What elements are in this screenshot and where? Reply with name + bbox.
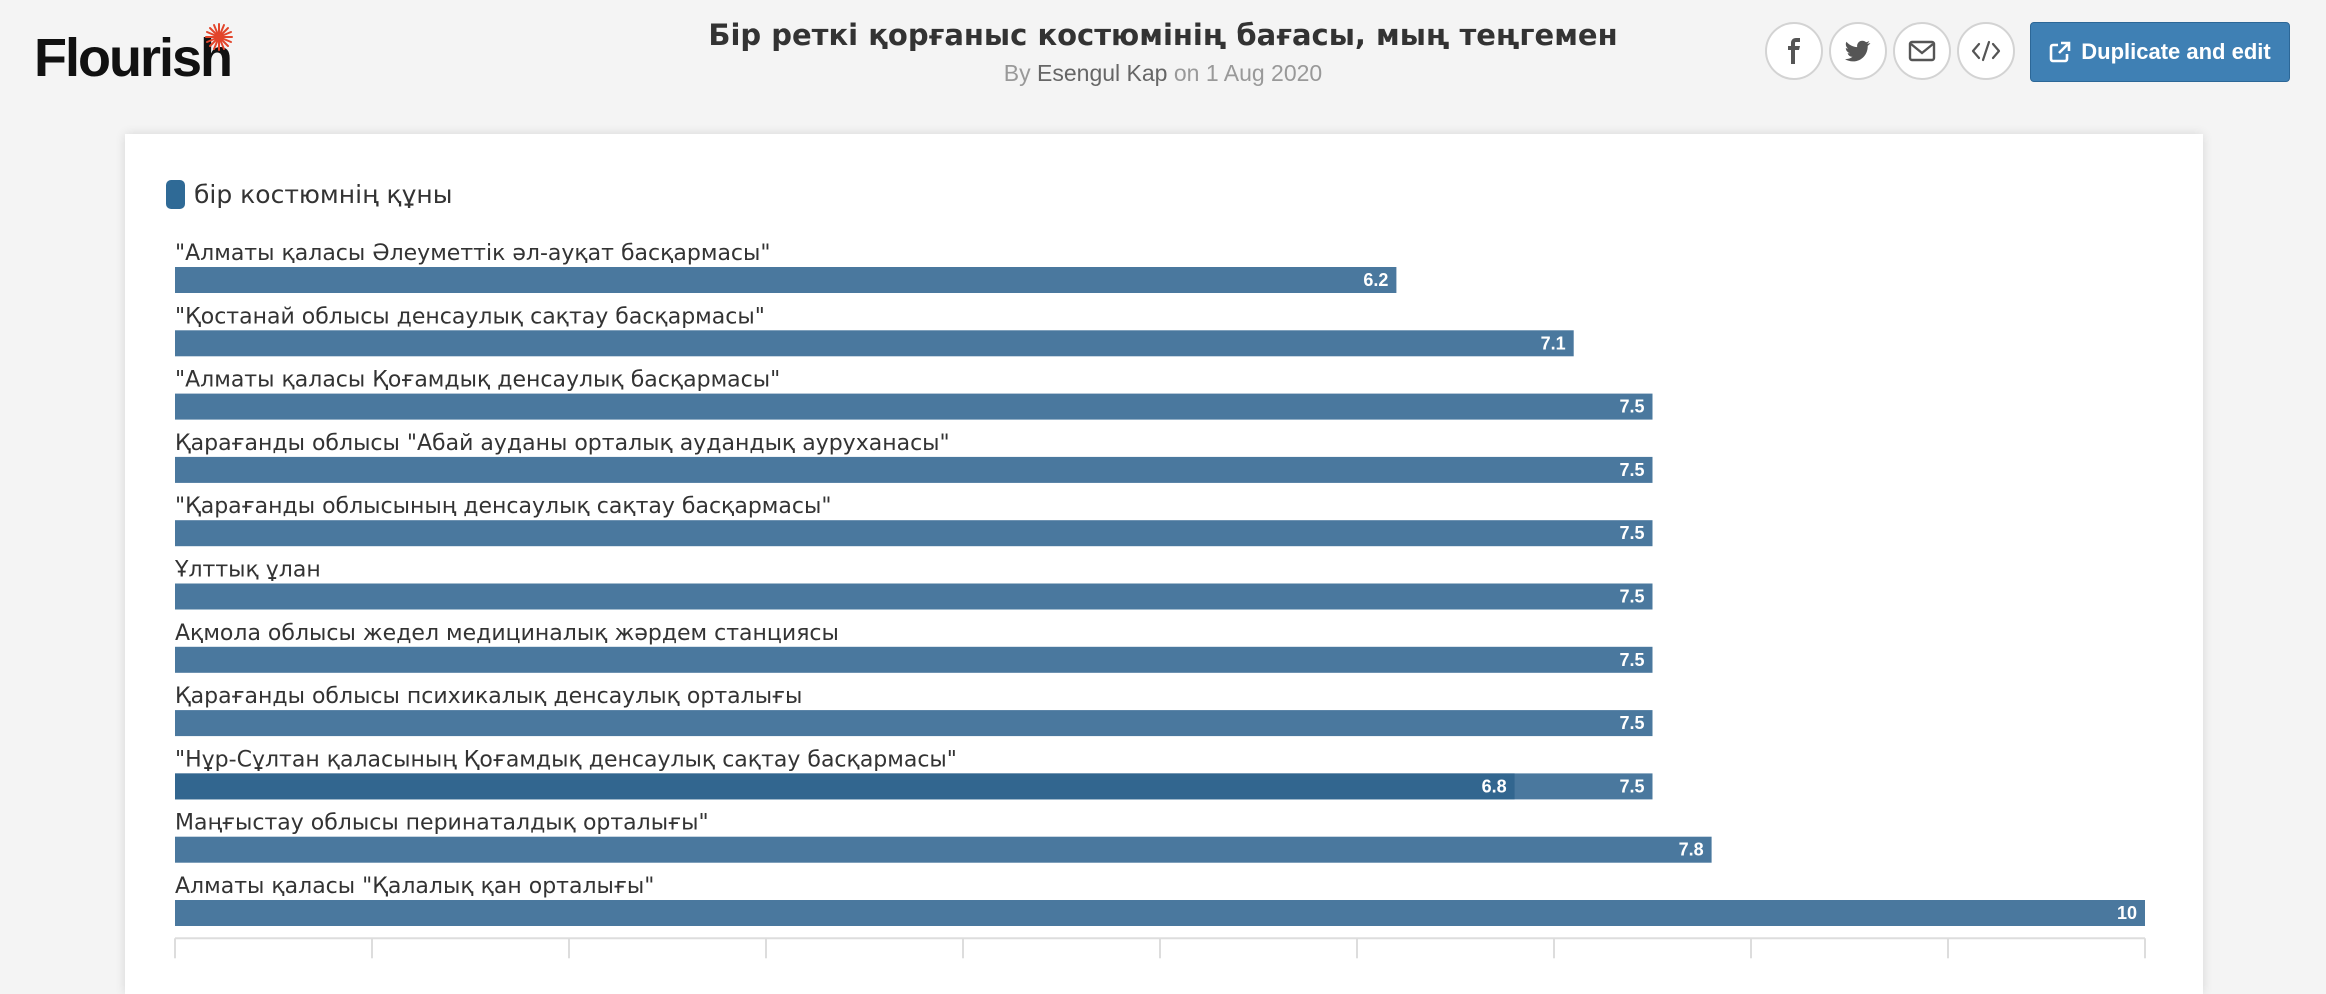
bar — [175, 520, 1653, 547]
byline-date: on 1 Aug 2020 — [1173, 60, 1323, 86]
logo-text: Flourish — [34, 28, 233, 88]
category-label: Ұлттық ұлан — [174, 558, 321, 583]
highlight-value-label: 6.8 — [1482, 776, 1507, 796]
category-label: Ақмола облысы жедел медициналық жәрдем с… — [175, 621, 839, 646]
bar-value-label: 7.5 — [1619, 776, 1644, 796]
category-label: "Қостанай облысы денсаулық сақтау басқар… — [175, 304, 765, 329]
external-link-icon — [2049, 41, 2071, 63]
title-block: Бір реткі қорғаныс костюмінің бағасы, мы… — [0, 18, 2326, 87]
category-label: "Алматы қаласы Әлеуметтік әл-ауқат басқа… — [175, 241, 771, 266]
page-title: Бір реткі қорғаныс костюмінің бағасы, мы… — [708, 18, 1618, 52]
category-label: Қарағанды облысы психикалық денсаулық ор… — [175, 684, 802, 709]
byline: By Esengul Kap on 1 Aug 2020 — [0, 60, 2326, 87]
bar — [175, 646, 1653, 673]
facebook-icon — [1788, 38, 1800, 64]
bar-value-label: 7.5 — [1619, 587, 1644, 607]
bar-value-label: 7.5 — [1619, 523, 1644, 543]
bar — [175, 836, 1712, 863]
bar — [175, 583, 1653, 610]
bar-value-label: 7.5 — [1619, 650, 1644, 670]
bar-chart: "Алматы қаласы Әлеуметтік әл-ауқат басқа… — [174, 241, 2146, 959]
bar — [175, 393, 1653, 420]
share-twitter-button[interactable] — [1829, 22, 1887, 80]
legend[interactable]: бір костюмнің құны — [166, 180, 453, 209]
bar — [175, 330, 1574, 357]
bar-value-label: 7.1 — [1541, 333, 1566, 353]
share-email-button[interactable] — [1893, 22, 1951, 80]
bar-value-label: 7.8 — [1679, 840, 1704, 860]
embed-icon — [1971, 40, 2001, 62]
bar — [175, 456, 1653, 483]
author-link[interactable]: Esengul Kap — [1037, 60, 1168, 86]
bar-highlight — [175, 773, 1515, 800]
logo-star-icon — [205, 23, 233, 51]
bar — [175, 267, 1397, 293]
bar — [175, 710, 1653, 737]
embed-button[interactable] — [1957, 22, 2015, 80]
flourish-logo[interactable]: Flourish — [34, 23, 233, 88]
twitter-icon — [1845, 40, 1871, 62]
legend-swatch — [166, 180, 185, 209]
category-label: Алматы қаласы "Қалалық қан орталығы" — [175, 874, 654, 899]
bar-value-label: 10 — [2117, 903, 2137, 923]
bar — [175, 900, 2145, 926]
duplicate-label: Duplicate and edit — [2081, 39, 2271, 64]
bar-value-label: 7.5 — [1619, 713, 1644, 733]
header: Flourish Бір реткі қорғаныс костюмінің б… — [0, 0, 2326, 110]
email-icon — [1908, 40, 1936, 62]
category-label: Маңғыстау облысы перинаталдық орталығы" — [175, 811, 709, 836]
byline-by: By — [1003, 60, 1031, 86]
duplicate-and-edit-button[interactable]: Duplicate and edit — [2030, 22, 2290, 82]
share-facebook-button[interactable] — [1765, 22, 1823, 80]
bar-value-label: 7.5 — [1619, 397, 1644, 417]
bar-value-label: 7.5 — [1619, 460, 1644, 480]
category-label: "Қарағанды облысының денсаулық сақтау ба… — [175, 494, 831, 519]
category-label: "Нұр-Сұлтан қаласының Қоғамдық денсаулық… — [175, 747, 957, 772]
category-label: Қарағанды облысы "Абай ауданы орталық ау… — [175, 431, 950, 456]
category-label: "Алматы қаласы Қоғамдық денсаулық басқар… — [175, 368, 780, 393]
bar-value-label: 6.2 — [1363, 270, 1388, 290]
legend-label: бір костюмнің құны — [194, 180, 453, 209]
